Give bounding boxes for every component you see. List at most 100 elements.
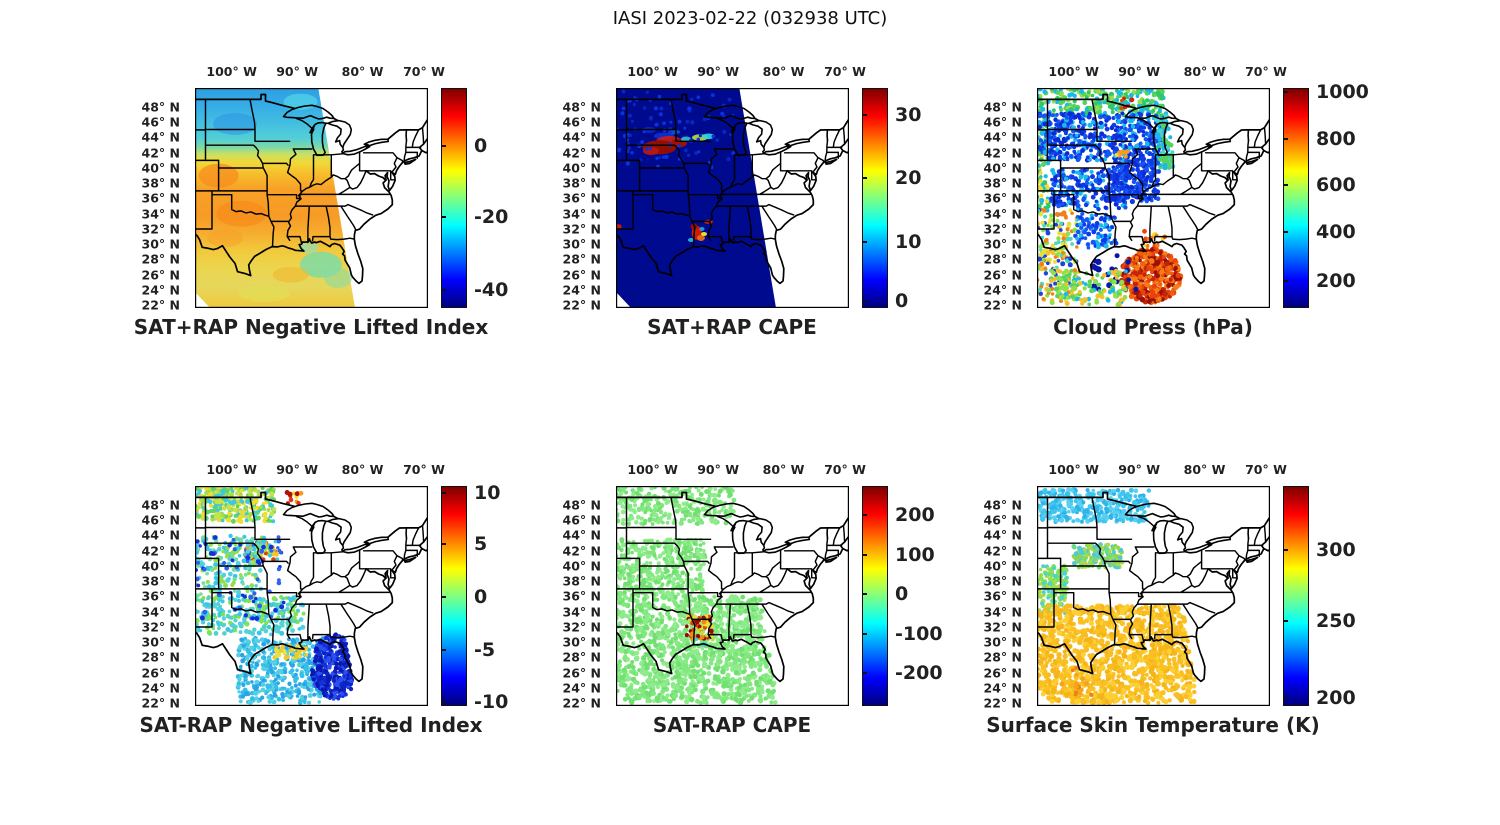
lat-tick-label: 30° N <box>141 236 180 252</box>
lat-tick-label: 44° N <box>141 527 180 543</box>
lat-tick-label: 32° N <box>141 221 180 237</box>
lat-tick-label: 36° N <box>983 588 1022 604</box>
data-blob <box>688 238 694 242</box>
lat-tick-label: 36° N <box>562 588 601 604</box>
colorbar-tick-labels: 300 250 200 <box>1316 486 1380 709</box>
data-blob <box>213 113 257 135</box>
scatter-region <box>284 490 304 506</box>
lon-axis-labels: 100° W 90° W 80° W 70° W <box>1037 460 1287 482</box>
data-blob <box>616 224 622 230</box>
colorbar <box>862 88 888 308</box>
colorbar-tick-label: 400 <box>1316 221 1356 244</box>
colorbar <box>441 486 467 706</box>
colorbar-tick-label: 600 <box>1316 174 1356 197</box>
panel-caption: SAT+RAP Negative Lifted Index <box>133 315 489 339</box>
lat-tick-label: 26° N <box>562 267 601 282</box>
lat-tick-label: 46° N <box>562 114 601 130</box>
lat-tick-label: 38° N <box>983 175 1022 191</box>
colorbar-tick-label: 0 <box>895 583 909 606</box>
lat-tick-label: 48° N <box>562 497 601 513</box>
lon-tick-label: 90° W <box>697 64 739 79</box>
figure-title: IASI 2023-02-22 (032938 UTC) <box>612 8 888 29</box>
lon-tick-label: 100° W <box>1048 462 1099 477</box>
colorbar-tick-label: 0 <box>474 134 488 157</box>
lat-tick-label: 26° N <box>983 267 1022 282</box>
lat-tick-label: 34° N <box>983 604 1022 620</box>
lat-tick-label: 42° N <box>141 543 180 559</box>
lat-tick-label: 42° N <box>562 145 601 161</box>
lat-tick-label: 24° N <box>141 282 180 298</box>
lat-tick-label: 36° N <box>983 190 1022 206</box>
panel-surface-skin-temp: 100° W 90° W 80° W 70° W 48° N 46° N 44° N 42°… <box>942 454 1356 790</box>
colorbar-tick-mark <box>1283 91 1288 94</box>
colorbar-tick-label: 1000 <box>1316 81 1369 104</box>
lat-tick-label: 42° N <box>983 145 1022 161</box>
lat-tick-label: 38° N <box>562 175 601 191</box>
colorbar-tick-mark <box>441 700 446 703</box>
colorbar-tick-mark <box>1283 184 1288 187</box>
scatter-region <box>1114 149 1130 159</box>
lat-axis-labels: 48° N 46° N 44° N 42° N 40° N 38° N 36° N 34° N… <box>942 88 1030 313</box>
colorbar-tick-label: 20 <box>895 166 922 189</box>
colorbar-tick-label: 100 <box>895 543 935 566</box>
lat-tick-label: 34° N <box>562 206 601 222</box>
colorbar-tick-mark <box>862 514 867 517</box>
data-blob <box>701 133 715 140</box>
colorbar-tick-mark <box>862 300 867 303</box>
lon-tick-label: 70° W <box>403 64 445 79</box>
data-blob <box>681 136 691 142</box>
lat-tick-label: 44° N <box>983 129 1022 145</box>
scatter-region <box>1090 253 1139 292</box>
lon-axis-labels: 100° W 90° W 80° W 70° W <box>616 62 866 84</box>
lat-tick-label: 42° N <box>141 145 180 161</box>
lat-tick-label: 24° N <box>141 680 180 696</box>
colorbar-tick-mark <box>1283 620 1288 623</box>
lat-tick-label: 28° N <box>141 649 180 665</box>
lat-tick-label: 44° N <box>562 527 601 543</box>
lon-tick-label: 70° W <box>403 462 445 477</box>
scatter-region <box>1037 111 1167 163</box>
panel-caption: SAT-RAP CAPE <box>652 713 812 737</box>
colorbar-tick-labels: 0 -20 -40 <box>474 88 538 308</box>
lat-tick-label: 22° N <box>983 695 1022 711</box>
lat-tick-label: 22° N <box>562 297 601 313</box>
scatter-region <box>1048 268 1128 308</box>
colorbar-tick-mark <box>441 596 446 599</box>
data-blob <box>701 232 707 236</box>
colorbar-tick-label: -200 <box>895 662 943 684</box>
lat-tick-label: 24° N <box>983 282 1022 298</box>
scatter-region <box>1037 603 1197 706</box>
lat-tick-label: 30° N <box>141 634 180 650</box>
lon-tick-label: 100° W <box>1048 64 1099 79</box>
panel-caption: SAT+RAP CAPE <box>647 315 817 339</box>
colorbar-tick-label: 200 <box>1316 686 1356 709</box>
colorbar-tick-label: -40 <box>474 278 509 301</box>
scatter-region <box>1059 666 1096 697</box>
lat-tick-label: 48° N <box>983 497 1022 513</box>
colorbar-tick-mark <box>862 553 867 556</box>
colorbar-tick-mark <box>441 216 446 219</box>
lat-tick-label: 36° N <box>141 190 180 206</box>
lon-tick-label: 90° W <box>276 64 318 79</box>
lat-tick-label: 38° N <box>141 175 180 191</box>
lat-tick-label: 24° N <box>983 680 1022 696</box>
colorbar-tick-mark <box>1283 696 1288 699</box>
data-blob <box>238 285 291 302</box>
lat-axis-labels: 48° N 46° N 44° N 42° N 40° N 38° N 36° N 34° N… <box>942 486 1030 711</box>
scatter-region <box>1119 246 1184 306</box>
lon-axis-labels: 100° W 90° W 80° W 70° W <box>616 460 866 482</box>
colorbar-tick-labels: 1000 800 600 400 200 <box>1316 81 1380 308</box>
lat-tick-label: 40° N <box>983 558 1022 574</box>
lat-tick-label: 28° N <box>141 251 180 267</box>
colorbar-tick-mark <box>1283 549 1288 552</box>
lat-tick-label: 28° N <box>983 251 1022 267</box>
colorbar-tick-label: -10 <box>474 690 509 713</box>
data-blob <box>324 268 352 288</box>
lat-tick-label: 44° N <box>562 129 601 145</box>
colorbar-tick-label: 30 <box>895 104 922 127</box>
lat-tick-label: 34° N <box>983 206 1022 222</box>
colorbar-tick-label: 250 <box>1316 610 1356 633</box>
map-plot-area <box>1037 88 1270 308</box>
lon-tick-label: 90° W <box>1118 64 1160 79</box>
colorbar <box>441 88 467 308</box>
